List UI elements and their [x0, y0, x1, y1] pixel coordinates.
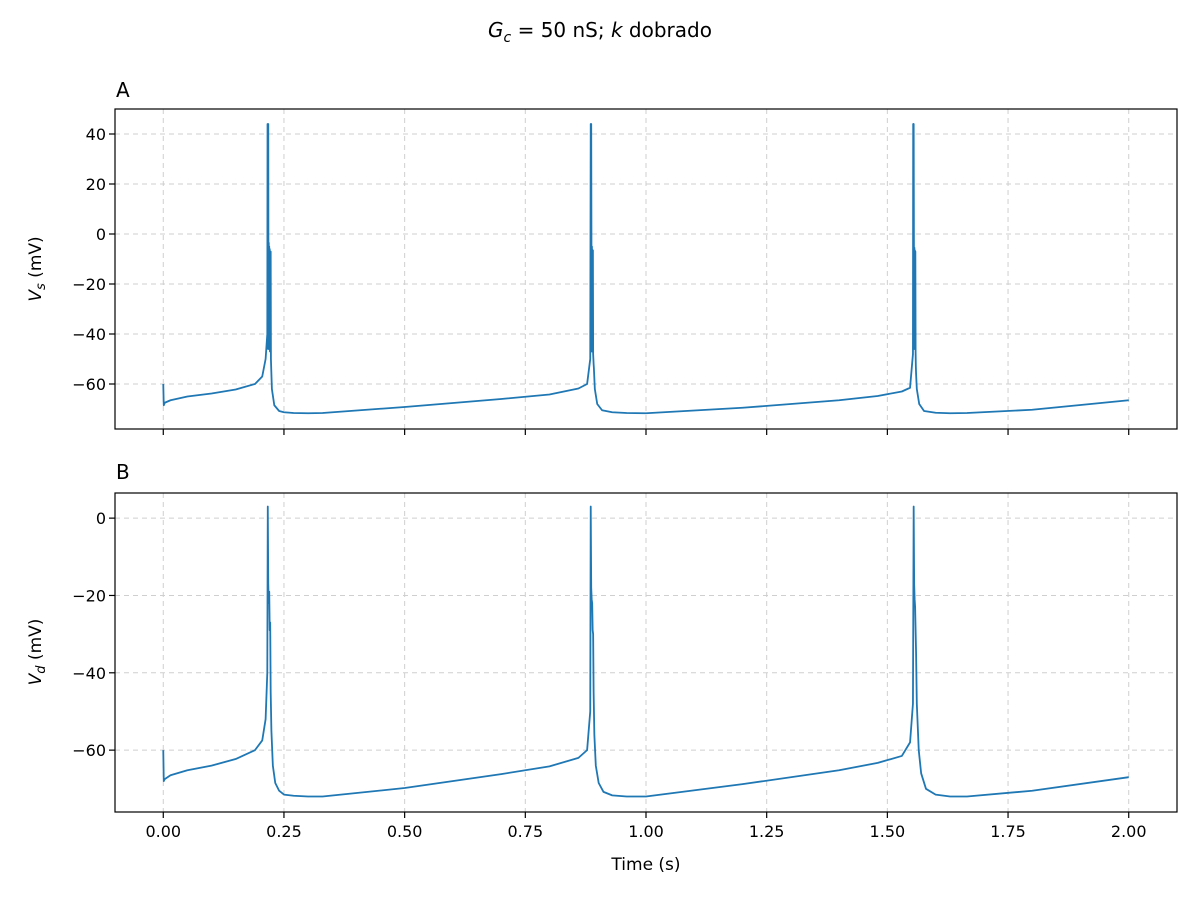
title-g: G [488, 18, 504, 42]
panel-a: A Vs (mV) 40 20 0 −20 −40 −60 [26, 78, 1178, 435]
panel-b-xtick-label: 2.00 [1111, 822, 1147, 841]
panel-a-ytick-label: 40 [86, 125, 106, 144]
title-sub-c: c [504, 30, 512, 46]
panel-b-xtick-label: 0.50 [387, 822, 423, 841]
panel-b-xtick-label: 0.25 [266, 822, 302, 841]
panel-b-ytick-label: −20 [72, 586, 106, 605]
title-end: dobrado [623, 18, 712, 42]
panel-a-ylabel-symbol: V [26, 289, 46, 302]
panel-b-ylabel: Vd (mV) [26, 619, 49, 686]
title-rest: = 50 nS; [511, 18, 611, 42]
panel-b-xtick-label: 1.25 [749, 822, 785, 841]
panel-b-ylabel-symbol: V [26, 672, 46, 685]
panel-b-xtick-label: 0.00 [145, 822, 181, 841]
panel-b-xtick-label: 1.75 [990, 822, 1026, 841]
panel-b-label: B [116, 460, 130, 484]
panel-a-ytick-label: −40 [72, 325, 106, 344]
panel-b: B Vd (mV) Time (s) 0 −20 −40 −60 0.00 0.25 0.5… [26, 460, 1178, 875]
panel-b-xtick-label: 1.00 [628, 822, 664, 841]
panel-a-ylabel: Vs (mV) [26, 236, 49, 301]
figure-title: Gc = 50 nS; k dobrado [488, 18, 712, 46]
title-k: k [611, 18, 624, 42]
panel-a-ytick-label: −20 [72, 275, 106, 294]
panel-b-ytick-label: −40 [72, 664, 106, 683]
panel-b-xtick-label: 1.50 [870, 822, 906, 841]
panel-b-voltage-trace [162, 505, 1129, 798]
panel-a-ylabel-sub: s [34, 283, 49, 290]
panel-b-ytick-label: −60 [72, 741, 106, 760]
panel-b-ylabel-unit: (mV) [26, 619, 46, 666]
panel-a-ylabel-unit: (mV) [26, 236, 46, 283]
panel-b-ytick-label: 0 [96, 509, 106, 528]
panel-b-ylabel-sub: d [34, 665, 49, 674]
panel-a-ytick-label: 20 [86, 175, 106, 194]
panel-b-xtick-label: 0.75 [508, 822, 544, 841]
panel-a-voltage-trace [162, 123, 1129, 415]
x-axis-label: Time (s) [610, 855, 680, 875]
panel-a-ytick-label: −60 [72, 375, 106, 394]
panel-a-ytick-label: 0 [96, 225, 106, 244]
panel-a-label: A [116, 78, 130, 102]
